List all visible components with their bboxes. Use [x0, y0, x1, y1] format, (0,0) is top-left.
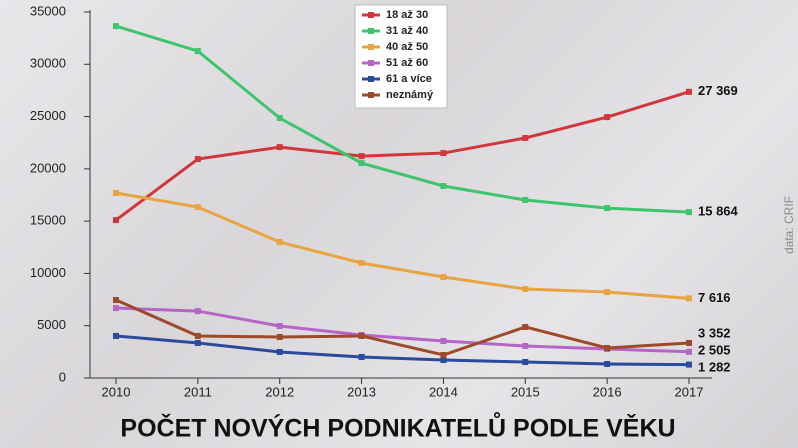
legend-marker	[368, 12, 374, 18]
point	[113, 296, 119, 303]
point	[113, 190, 119, 197]
series-line	[115, 306, 690, 354]
point	[113, 217, 119, 224]
x-tick-label: 2012	[265, 384, 294, 399]
point	[686, 339, 692, 346]
point	[604, 289, 611, 296]
series-line	[115, 334, 690, 367]
point	[358, 160, 365, 167]
point	[604, 114, 611, 121]
point	[440, 337, 447, 344]
point	[194, 48, 201, 55]
series-line	[115, 24, 690, 214]
y-tick-label: 30000	[30, 56, 66, 71]
legend-marker	[368, 44, 374, 50]
point	[440, 273, 447, 280]
point	[686, 361, 692, 368]
legend-label: 51 až 60	[386, 57, 428, 69]
point	[358, 259, 365, 266]
value-label: 27 369	[698, 83, 738, 98]
x-tick-label: 2011	[184, 384, 212, 399]
point	[604, 344, 611, 351]
legend-marker	[368, 28, 374, 34]
y-tick-label: 35000	[30, 3, 66, 18]
point	[604, 360, 611, 367]
y-tick-label: 25000	[30, 108, 66, 123]
value-label: 1 282	[698, 359, 731, 374]
point	[440, 150, 447, 157]
y-tick-label: 15000	[30, 213, 66, 228]
y-tick-label: 5000	[37, 317, 66, 332]
point	[686, 88, 692, 95]
x-tick-label: 2015	[511, 384, 540, 399]
point	[440, 351, 447, 358]
point	[358, 153, 365, 160]
point	[686, 348, 692, 355]
x-tick-label: 2010	[102, 384, 131, 399]
value-label: 3 352	[698, 325, 731, 340]
point	[686, 209, 692, 216]
point	[522, 343, 529, 350]
point	[194, 156, 201, 163]
point	[113, 23, 119, 30]
y-tick-label: 10000	[30, 265, 66, 280]
y-tick-label: 0	[59, 369, 66, 384]
point	[194, 332, 201, 339]
source: data: CRIF	[782, 196, 796, 254]
value-label: 2 505	[698, 342, 731, 357]
legend-label: 61 a více	[386, 73, 432, 85]
point	[604, 205, 611, 212]
chart-title: POČET NOVÝCH PODNIKATELŮ PODLE VĚKU	[120, 411, 675, 443]
point	[276, 323, 283, 330]
x-tick-label: 2014	[429, 384, 458, 399]
y-tick-label: 20000	[30, 160, 66, 175]
x-tick-label: 2017	[675, 384, 704, 399]
series-line	[115, 90, 690, 222]
legend-marker	[368, 76, 374, 82]
point	[113, 332, 119, 339]
point	[194, 204, 201, 211]
legend-label: 31 až 40	[386, 25, 428, 37]
point	[522, 197, 529, 204]
point	[686, 295, 692, 302]
point	[113, 305, 119, 312]
legend-label: 40 až 50	[386, 41, 428, 53]
legend-marker	[368, 60, 374, 66]
point	[522, 286, 529, 293]
legend-box	[354, 4, 448, 109]
point	[358, 353, 365, 360]
point	[440, 183, 447, 190]
point	[358, 332, 365, 339]
point	[194, 308, 201, 315]
value-label: 7 616	[698, 290, 731, 305]
series-line	[115, 191, 690, 300]
point	[276, 239, 283, 246]
legend-label: 18 až 30	[386, 9, 428, 21]
point	[522, 359, 529, 366]
point	[276, 348, 283, 355]
legend-marker	[368, 92, 374, 98]
point	[194, 339, 201, 346]
legend-label: neznámý	[386, 89, 434, 101]
point	[276, 334, 283, 341]
point	[522, 323, 529, 330]
value-label: 15 864	[698, 204, 739, 219]
point	[522, 135, 529, 142]
series-line	[115, 298, 690, 357]
point	[440, 357, 447, 364]
x-tick-label: 2013	[347, 384, 376, 399]
point	[276, 115, 283, 122]
x-tick-label: 2016	[593, 384, 622, 399]
point	[276, 144, 283, 151]
